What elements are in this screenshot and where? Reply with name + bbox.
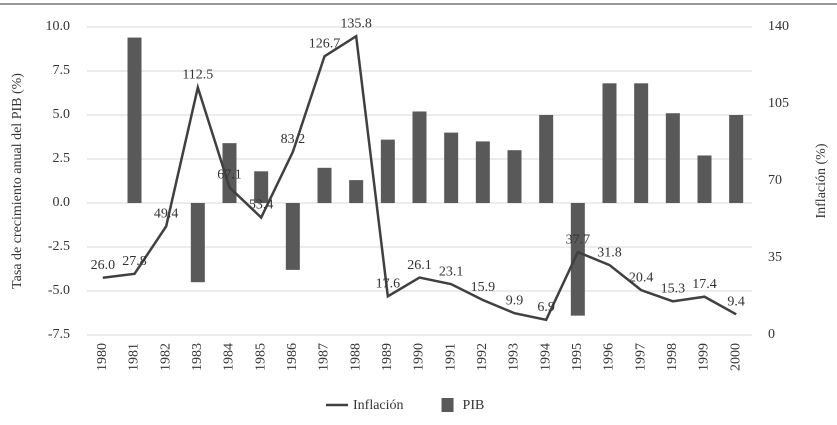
x-tick-label: 1984	[222, 343, 237, 371]
y2-tick-label: 105	[768, 96, 789, 111]
data-label: 9.4	[727, 295, 745, 310]
legend-label: Inflación	[353, 398, 404, 413]
x-tick-label: 1990	[412, 343, 427, 371]
line	[102, 34, 737, 322]
x-tick-label: 1982	[158, 343, 173, 371]
data-label: 20.4	[629, 270, 654, 285]
x-tick-label: 1995	[570, 343, 585, 371]
data-label: 26.0	[91, 258, 116, 273]
x-tick-label: 1987	[317, 343, 332, 371]
data-label: 135.8	[340, 16, 372, 31]
y-tick-label: 0.0	[53, 195, 71, 210]
bar	[222, 143, 237, 203]
bar	[729, 115, 744, 203]
data-label: 17.4	[692, 277, 717, 292]
y-tick-label: -5.0	[48, 283, 70, 298]
data-label: 37.7	[566, 232, 591, 247]
x-tick-label: 1989	[380, 343, 395, 371]
bar	[539, 115, 554, 203]
bar	[412, 111, 427, 203]
bar	[444, 132, 459, 203]
legend-label: PIB	[463, 398, 485, 413]
data-label: 31.8	[597, 245, 622, 260]
x-tick-label: 1980	[95, 343, 110, 371]
bar	[602, 83, 617, 203]
bar	[697, 155, 712, 203]
x-tick-label: 1983	[190, 343, 205, 371]
x-tick-label: 2000	[728, 343, 743, 371]
y2-axis-label: Inflación (%)	[814, 143, 829, 218]
data-label: 49.4	[154, 207, 179, 222]
bar	[190, 203, 205, 283]
data-label: 15.9	[471, 280, 496, 295]
x-tick-label: 1985	[253, 343, 268, 371]
x-tick-label: 1992	[475, 343, 490, 371]
y2-tick-label: 140	[768, 19, 789, 34]
x-tick-label: 1996	[602, 343, 617, 371]
y2-tick-label: 0	[768, 327, 775, 342]
x-tick-label: 1981	[127, 343, 142, 371]
bar	[634, 83, 649, 203]
x-tick-label: 1997	[633, 343, 648, 371]
data-label: 6.9	[537, 300, 555, 315]
x-tick-label: 1994	[538, 343, 553, 371]
data-label: 23.1	[439, 264, 464, 279]
bar	[665, 113, 680, 203]
data-label: 112.5	[182, 68, 213, 83]
x-tick-label: 1991	[443, 343, 458, 371]
y-tick-label: 10.0	[46, 19, 71, 34]
data-label: 53.4	[249, 198, 274, 213]
bar	[127, 37, 142, 204]
data-label: 17.6	[376, 276, 401, 291]
data-label: 15.3	[661, 282, 686, 297]
x-tick-label: 1999	[697, 343, 712, 371]
x-tick-label: 1986	[285, 343, 300, 371]
bar	[349, 180, 364, 203]
legend-swatch	[441, 398, 454, 412]
y-tick-label: 2.5	[53, 151, 71, 166]
y2-tick-label: 70	[768, 173, 782, 188]
data-label: 67.1	[217, 168, 242, 183]
data-label: 27.8	[122, 254, 147, 269]
x-tick-label: 1998	[665, 343, 680, 371]
bar	[254, 171, 269, 203]
bar	[475, 141, 490, 203]
y-axis-label: Tasa de crecimiento anual del PIB (%)	[10, 73, 25, 289]
data-label: 126.7	[309, 36, 341, 51]
x-tick-label: 1993	[507, 343, 522, 371]
bar	[570, 203, 585, 316]
data-label: 83.2	[281, 132, 306, 147]
data-label: 9.9	[506, 293, 524, 308]
y-tick-label: 7.5	[53, 63, 71, 78]
y-tick-label: -7.5	[48, 327, 70, 342]
x-tick-label: 1988	[348, 343, 363, 371]
bar	[507, 150, 522, 203]
bar	[317, 167, 332, 203]
bar	[380, 139, 395, 203]
y-tick-label: 5.0	[53, 107, 71, 122]
data-label: 26.1	[407, 258, 432, 273]
y-tick-label: -2.5	[48, 239, 70, 254]
y2-tick-label: 35	[768, 250, 782, 265]
bar	[285, 203, 300, 270]
